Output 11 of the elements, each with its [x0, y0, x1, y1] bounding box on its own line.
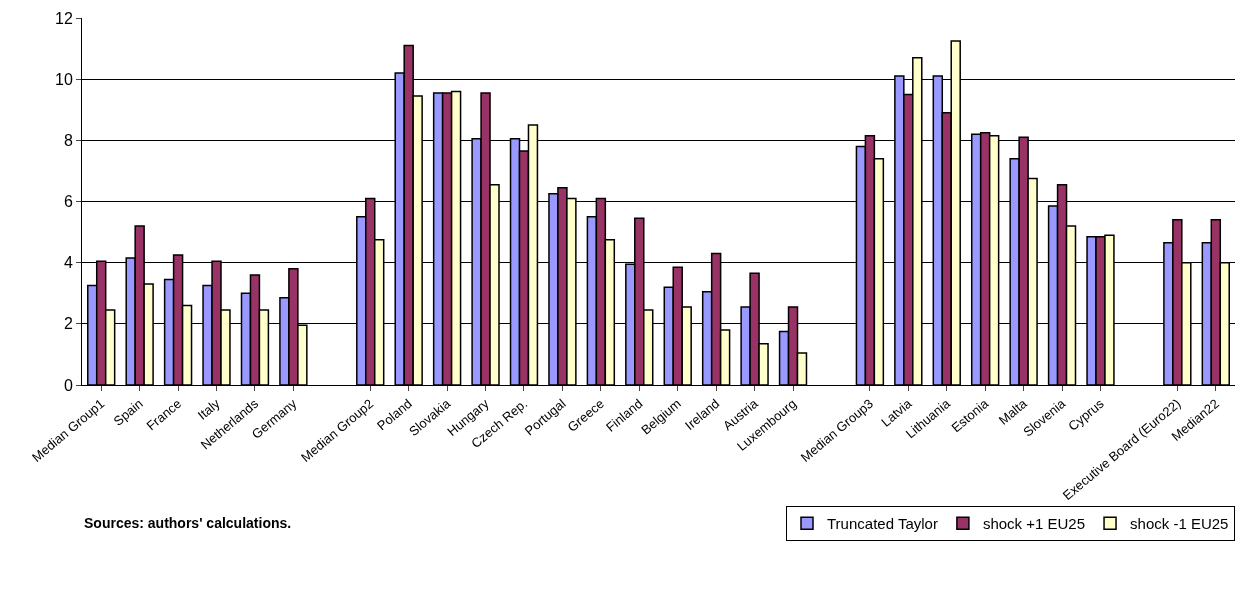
y-tick-label: 10 [55, 70, 73, 88]
y-tick-label: 6 [63, 193, 73, 211]
legend-label: Truncated Taylor [827, 515, 938, 533]
y-tick-label: 0 [63, 376, 73, 394]
y-tick-label: 8 [63, 131, 73, 149]
source-note: Sources: authors' calculations. [84, 515, 292, 531]
y-tick-label: 12 [55, 9, 73, 27]
legend-label: shock -1 EU25 [1130, 515, 1229, 533]
legend-label: shock +1 EU25 [982, 515, 1086, 533]
y-tick-label: 4 [63, 254, 73, 272]
y-tick-label: 2 [63, 315, 73, 333]
